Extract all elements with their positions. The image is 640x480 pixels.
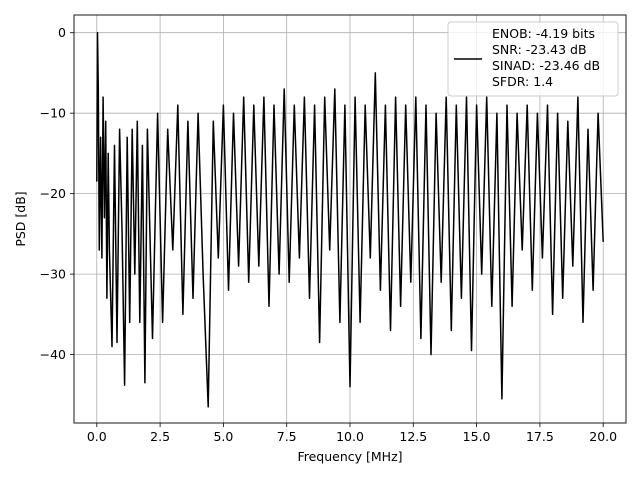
legend-box — [447, 21, 619, 97]
y-axis-label: PSD [dB] — [13, 191, 28, 246]
y-axis: 0 −10 −20 −30 −40 — [40, 25, 74, 362]
y-tick-label: −20 — [40, 186, 66, 201]
x-tick-label: 15.0 — [463, 429, 491, 444]
y-tick-label: −30 — [40, 267, 66, 282]
data-series — [96, 31, 604, 408]
legend-enob-text: ENOB: -4.19 bits — [492, 26, 595, 41]
legend-snr-text: SNR: -23.43 dB — [492, 42, 587, 57]
x-tick-label: 7.5 — [277, 429, 297, 444]
x-axis-label: Frequency [MHz] — [297, 449, 402, 464]
x-tick-label: 10.0 — [336, 429, 364, 444]
legend-sinad-text: SINAD: -23.46 dB — [492, 58, 600, 73]
x-tick-label: 17.5 — [526, 429, 554, 444]
psd-series-line — [96, 31, 604, 408]
x-tick-label: 12.5 — [399, 429, 427, 444]
y-tick-label: −40 — [40, 347, 66, 362]
legend-sfdr-text: SFDR: 1.4 — [492, 74, 553, 89]
y-tick-label: 0 — [58, 25, 66, 40]
x-axis: 0.0 2.5 5.0 7.5 10.0 12.5 15.0 17.5 20.0 — [87, 423, 617, 444]
x-tick-label: 2.5 — [150, 429, 170, 444]
x-tick-label: 0.0 — [87, 429, 107, 444]
x-tick-label: 5.0 — [213, 429, 233, 444]
legend: ENOB: -4.19 bits SNR: -23.43 dB SINAD: -… — [447, 21, 619, 97]
x-tick-label: 20.0 — [589, 429, 617, 444]
y-tick-label: −10 — [40, 106, 66, 121]
